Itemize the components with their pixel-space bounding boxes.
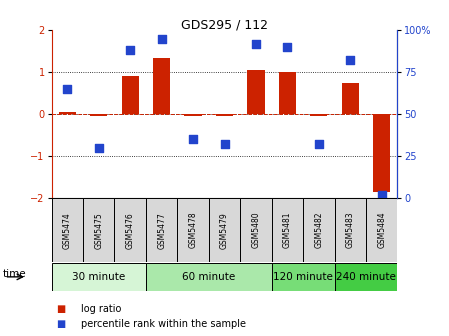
Text: GDS295 / 112: GDS295 / 112 <box>181 18 268 32</box>
Text: GSM5475: GSM5475 <box>94 212 103 249</box>
Bar <box>146 263 272 291</box>
Bar <box>114 198 146 262</box>
Bar <box>240 198 272 262</box>
Bar <box>209 198 240 262</box>
Point <box>378 192 385 198</box>
Point <box>127 48 134 53</box>
Bar <box>366 198 397 262</box>
Text: GSM5474: GSM5474 <box>63 212 72 249</box>
Point <box>315 142 322 147</box>
Text: 60 minute: 60 minute <box>182 272 235 282</box>
Point <box>284 44 291 50</box>
Text: GSM5480: GSM5480 <box>251 212 260 249</box>
Bar <box>52 198 83 262</box>
Text: GSM5481: GSM5481 <box>283 212 292 248</box>
Text: GSM5483: GSM5483 <box>346 212 355 249</box>
Point <box>252 41 260 46</box>
Point <box>158 36 165 41</box>
Bar <box>59 112 76 114</box>
Point <box>189 137 197 142</box>
Text: time: time <box>2 269 26 279</box>
Point <box>347 58 354 63</box>
Text: GSM5479: GSM5479 <box>220 212 229 249</box>
Text: GSM5482: GSM5482 <box>314 212 323 248</box>
Bar <box>177 198 209 262</box>
Text: ■: ■ <box>56 304 66 314</box>
Bar <box>335 198 366 262</box>
Text: GSM5476: GSM5476 <box>126 212 135 249</box>
Bar <box>122 77 139 114</box>
Bar <box>272 263 335 291</box>
Point <box>221 142 228 147</box>
Bar <box>303 198 335 262</box>
Bar <box>272 198 303 262</box>
Text: log ratio: log ratio <box>81 304 121 314</box>
Text: GSM5478: GSM5478 <box>189 212 198 249</box>
Text: ■: ■ <box>56 319 66 329</box>
Bar <box>216 114 233 116</box>
Point <box>95 145 102 151</box>
Text: 240 minute: 240 minute <box>336 272 396 282</box>
Bar <box>52 263 146 291</box>
Bar <box>83 198 114 262</box>
Text: GSM5477: GSM5477 <box>157 212 166 249</box>
Text: 30 minute: 30 minute <box>72 272 125 282</box>
Point <box>64 86 71 92</box>
Text: percentile rank within the sample: percentile rank within the sample <box>81 319 246 329</box>
Bar <box>247 70 264 114</box>
Bar <box>342 83 359 114</box>
Text: 120 minute: 120 minute <box>273 272 333 282</box>
Bar <box>153 57 170 114</box>
Bar <box>310 114 327 116</box>
Bar <box>279 72 296 114</box>
Bar <box>335 263 397 291</box>
Bar <box>146 198 177 262</box>
Bar <box>185 114 202 116</box>
Bar <box>90 114 107 116</box>
Text: GSM5484: GSM5484 <box>377 212 386 249</box>
Bar <box>373 114 390 192</box>
